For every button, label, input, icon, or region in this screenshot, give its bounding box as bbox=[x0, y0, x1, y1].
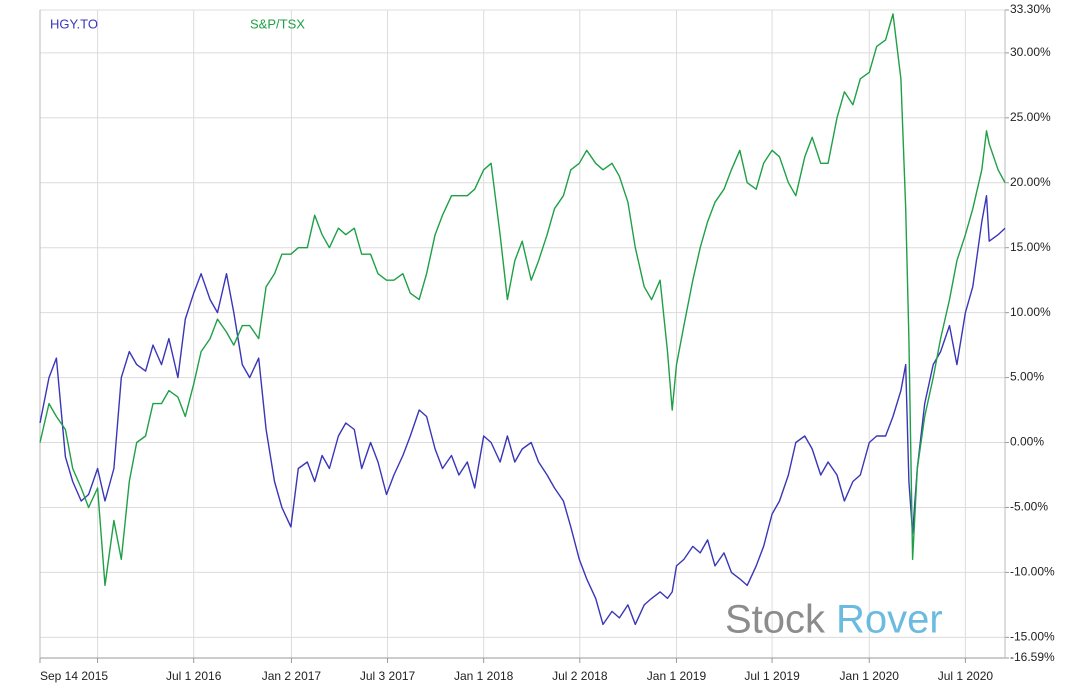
x-tick-label: Sep 14 2015 bbox=[40, 669, 108, 683]
watermark-right: Rover bbox=[836, 598, 943, 642]
y-tick-label: -10.00% bbox=[1010, 565, 1055, 579]
x-tick-label: Jul 1 2020 bbox=[938, 669, 994, 683]
y-tick-label: 5.00% bbox=[1010, 370, 1044, 384]
y-tick-label: 20.00% bbox=[1010, 175, 1051, 189]
y-tick-label: 15.00% bbox=[1010, 240, 1051, 254]
y-tick-label: 33.30% bbox=[1010, 2, 1051, 16]
y-tick-label: 10.00% bbox=[1010, 305, 1051, 319]
x-tick-label: Jul 1 2019 bbox=[744, 669, 800, 683]
y-tick-label: -15.00% bbox=[1010, 630, 1055, 644]
series-line bbox=[39, 195, 1006, 626]
x-tick-label: Jan 1 2020 bbox=[840, 669, 900, 683]
grid bbox=[39, 9, 1005, 659]
x-tick-label: Jul 1 2016 bbox=[166, 669, 222, 683]
y-tick-label: -16.59% bbox=[1010, 650, 1055, 664]
x-tick-label: Jan 1 2019 bbox=[647, 669, 707, 683]
legend-entry: S&P/TSX bbox=[250, 16, 305, 31]
y-tick-label: 25.00% bbox=[1010, 110, 1051, 124]
x-tick-label: Jan 1 2018 bbox=[454, 669, 514, 683]
watermark-left: Stock bbox=[725, 598, 826, 642]
x-tick-label: Jul 2 2018 bbox=[552, 669, 608, 683]
x-tick-label: Jul 3 2017 bbox=[360, 669, 416, 683]
y-tick-label: -5.00% bbox=[1010, 500, 1048, 514]
series-line bbox=[39, 13, 1006, 587]
y-tick-label: 30.00% bbox=[1010, 45, 1051, 59]
y-tick-label: 0.00% bbox=[1010, 435, 1044, 449]
x-tick-label: Jan 2 2017 bbox=[262, 669, 322, 683]
legend-entry: HGY.TO bbox=[50, 16, 98, 31]
